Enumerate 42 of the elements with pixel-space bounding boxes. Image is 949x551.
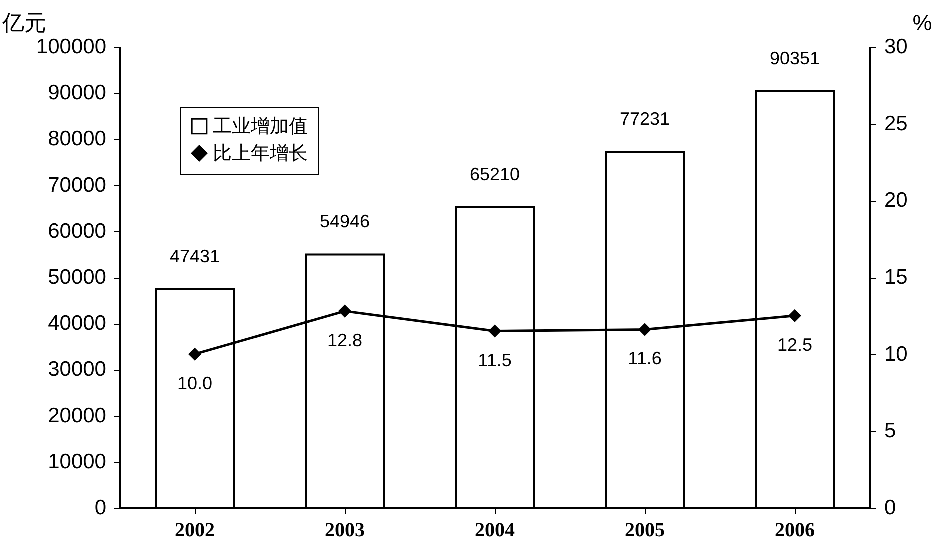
y2-tick-label: 0	[884, 496, 896, 520]
data-label: 77231	[620, 108, 670, 129]
y2-tick-label: 30	[884, 36, 908, 58]
y-tick-label: 10000	[48, 450, 106, 474]
y-tick-label: 90000	[48, 82, 106, 105]
data-label: 90351	[770, 48, 820, 68]
y2-tick-label: 25	[884, 112, 908, 136]
x-tick-label: 2004	[475, 520, 515, 542]
y-axis-title: 亿元	[2, 10, 46, 36]
y2-tick-label: 5	[884, 420, 896, 443]
y2-tick-label: 20	[884, 189, 908, 212]
point	[188, 348, 202, 361]
y-tick-label: 0	[94, 496, 106, 520]
legend-label: 工业增加值	[213, 116, 308, 138]
y2-tick-label: 15	[884, 266, 908, 289]
x-tick-label: 2002	[175, 520, 215, 542]
data-label: 11.5	[478, 350, 512, 370]
y-tick-label: 60000	[48, 220, 106, 243]
y2-tick-label: 10	[884, 342, 908, 366]
y-tick-label: 40000	[48, 312, 106, 336]
y-tick-label: 70000	[48, 174, 106, 197]
data-label: 11.6	[628, 348, 662, 369]
y-tick-label: 100000	[36, 36, 106, 58]
y-tick-label: 30000	[48, 358, 106, 382]
point	[788, 309, 802, 322]
data-label: 65210	[470, 164, 520, 184]
data-label: 10.0	[177, 373, 213, 394]
y-tick-label: 50000	[48, 266, 106, 289]
x-tick-label: 2003	[325, 520, 365, 542]
y-tick-label: 20000	[48, 404, 106, 428]
data-label: 54946	[320, 212, 370, 232]
point	[338, 304, 352, 318]
legend-label: 比上年增长	[213, 144, 308, 164]
data-label: 12.8	[327, 330, 363, 350]
y-tick-label: 80000	[48, 128, 106, 151]
data-label: 12.5	[777, 334, 813, 355]
point	[488, 324, 502, 338]
point	[638, 323, 652, 336]
data-label: 47431	[170, 246, 220, 266]
x-tick-label: 2005	[625, 520, 665, 542]
x-tick-label: 2006	[775, 520, 815, 542]
y2-axis-title: %	[912, 10, 932, 36]
